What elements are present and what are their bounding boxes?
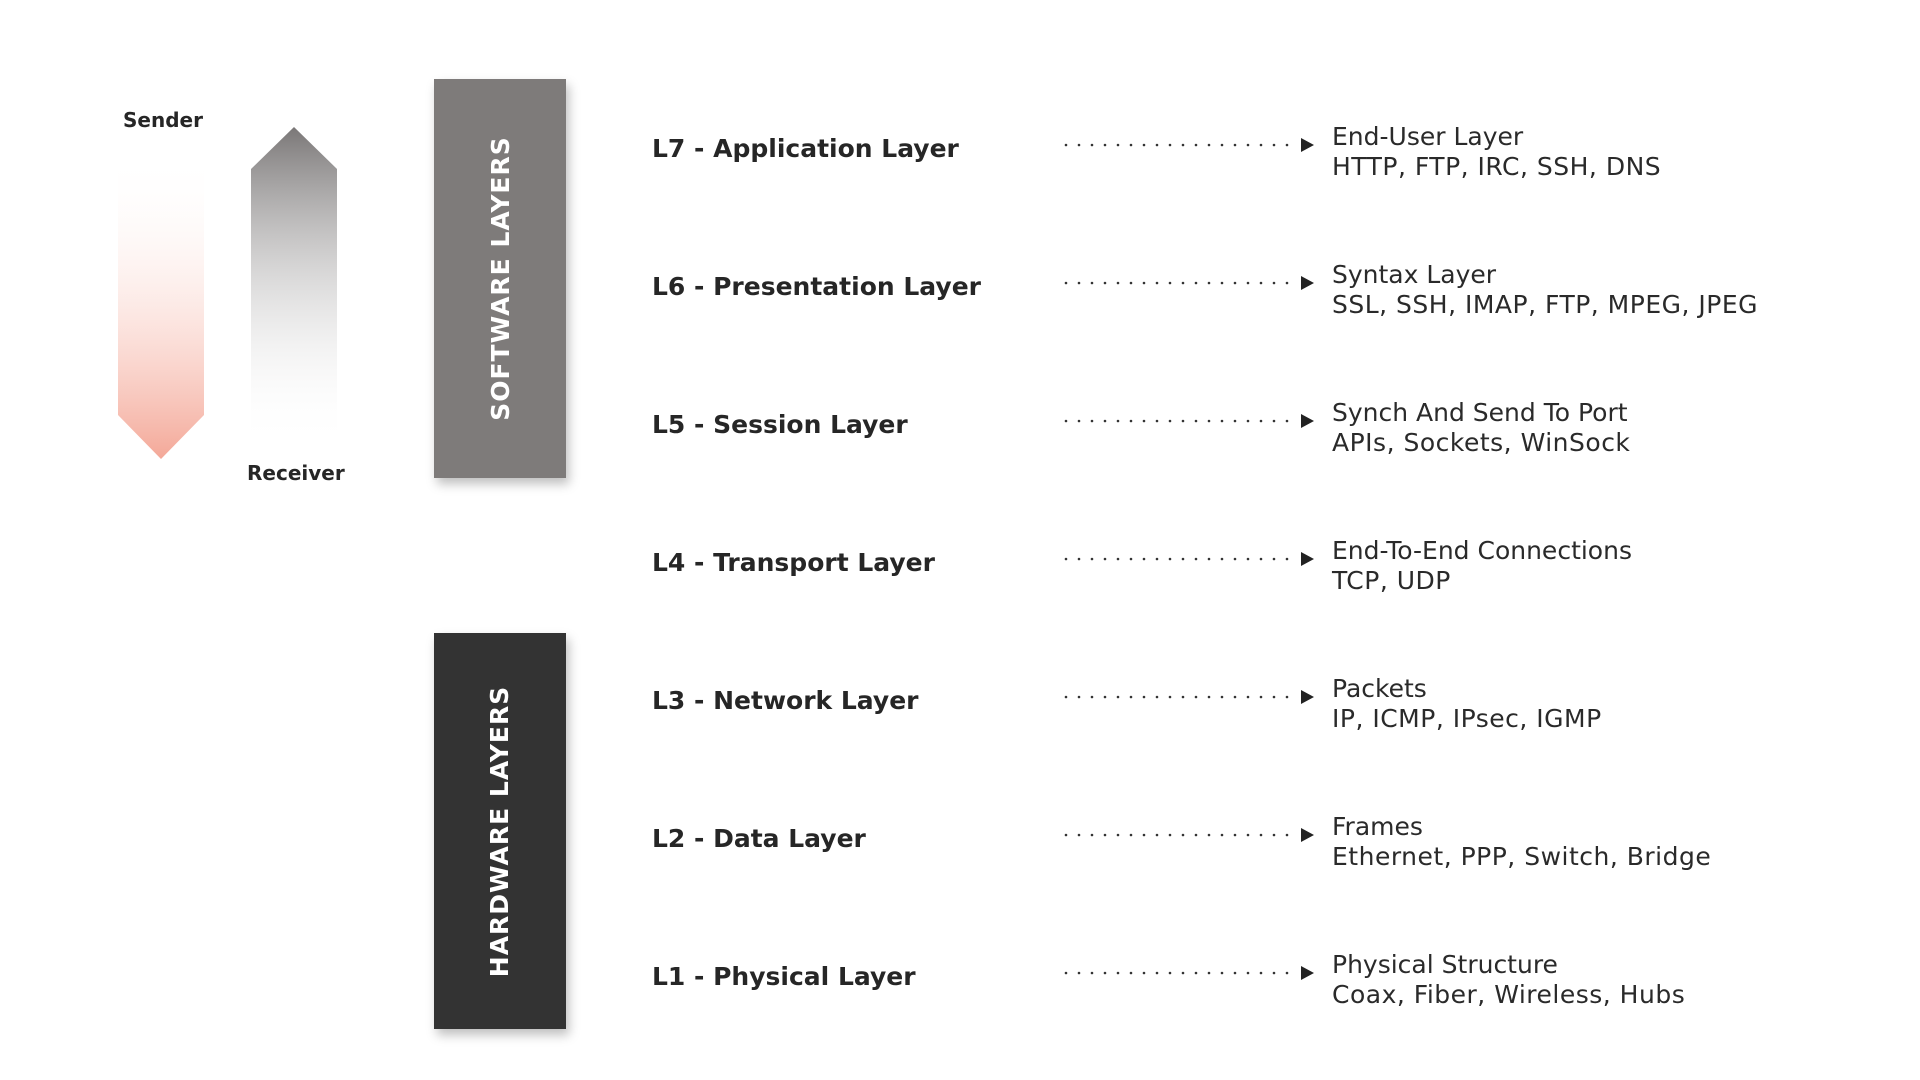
layer-name: L1 - Physical Layer	[652, 962, 916, 991]
dotted-arrow-icon	[1064, 690, 1314, 704]
layer-name: L5 - Session Layer	[652, 410, 908, 439]
layer-name: L4 - Transport Layer	[652, 548, 935, 577]
layer-protocols: TCP, UDP	[1332, 566, 1451, 595]
layer-name: L7 - Application Layer	[652, 134, 959, 163]
layer-row-l6: L6 - Presentation Layer Syntax Layer SSL…	[0, 260, 1920, 342]
layer-protocols: SSL, SSH, IMAP, FTP, MPEG, JPEG	[1332, 290, 1759, 319]
layer-protocols: IP, ICMP, IPsec, IGMP	[1332, 704, 1602, 733]
layer-protocols: Ethernet, PPP, Switch, Bridge	[1332, 842, 1712, 871]
sender-label: Sender	[123, 108, 203, 132]
layer-row-l2: L2 - Data Layer Frames Ethernet, PPP, Sw…	[0, 812, 1920, 894]
layer-row-l4: L4 - Transport Layer End-To-End Connecti…	[0, 536, 1920, 618]
layer-name: L2 - Data Layer	[652, 824, 866, 853]
dotted-arrow-icon	[1064, 138, 1314, 152]
layer-description-title: Synch And Send To Port	[1332, 398, 1628, 427]
hardware-layers-box: HARDWARE LAYERS	[434, 633, 566, 1029]
layer-description-title: End-To-End Connections	[1332, 536, 1632, 565]
layer-description-title: End-User Layer	[1332, 122, 1524, 151]
layer-protocols: HTTP, FTP, IRC, SSH, DNS	[1332, 152, 1662, 181]
layer-description-title: Frames	[1332, 812, 1423, 841]
sender-down-arrow	[118, 155, 204, 459]
receiver-up-arrow	[251, 127, 337, 445]
layer-row-l7: L7 - Application Layer End-User Layer HT…	[0, 122, 1920, 204]
layer-protocols: Coax, Fiber, Wireless, Hubs	[1332, 980, 1686, 1009]
dotted-arrow-icon	[1064, 828, 1314, 842]
layer-description-title: Syntax Layer	[1332, 260, 1497, 289]
layer-description-title: Physical Structure	[1332, 950, 1558, 979]
dotted-arrow-icon	[1064, 414, 1314, 428]
layer-row-l1: L1 - Physical Layer Physical Structure C…	[0, 950, 1920, 1032]
receiver-label: Receiver	[247, 461, 345, 485]
layer-protocols: APIs, Sockets, WinSock	[1332, 428, 1631, 457]
dotted-arrow-icon	[1064, 276, 1314, 290]
layer-row-l5: L5 - Session Layer Synch And Send To Por…	[0, 398, 1920, 480]
layer-name: L6 - Presentation Layer	[652, 272, 981, 301]
dotted-arrow-icon	[1064, 966, 1314, 980]
layer-row-l3: L3 - Network Layer Packets IP, ICMP, IPs…	[0, 674, 1920, 756]
software-layers-box: SOFTWARE LAYERS	[434, 79, 566, 478]
layer-description-title: Packets	[1332, 674, 1427, 703]
dotted-arrow-icon	[1064, 552, 1314, 566]
layer-name: L3 - Network Layer	[652, 686, 919, 715]
